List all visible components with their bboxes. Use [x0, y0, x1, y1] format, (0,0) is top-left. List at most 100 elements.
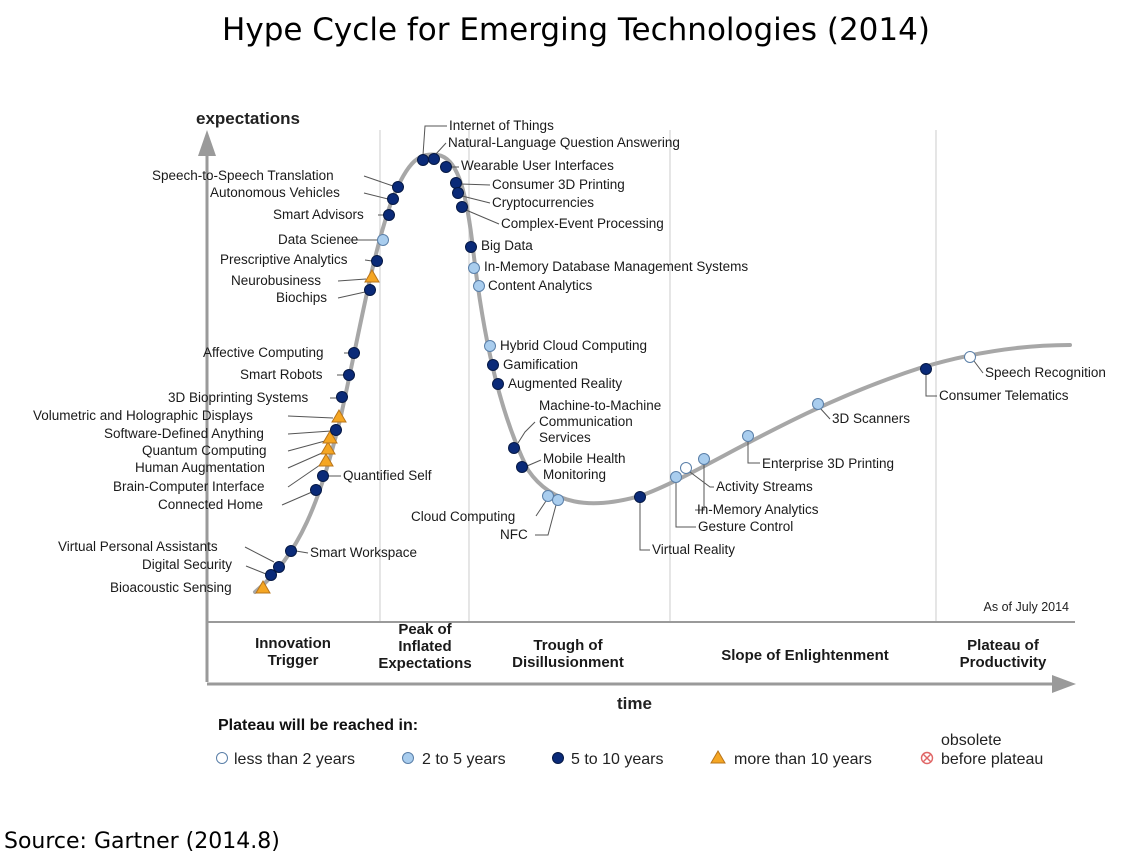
phase-slope: Slope of Enlightenment	[721, 647, 889, 664]
leader-mobile-health-monitoring	[526, 459, 542, 467]
marker-in-memory-analytics	[698, 453, 710, 465]
phase-line: Disillusionment	[512, 654, 624, 671]
legend-label-lt2: less than 2 years	[234, 751, 355, 768]
label-big-data: Big Data	[481, 238, 533, 253]
marker-3d-bioprinting-systems	[336, 391, 348, 403]
marker-smart-workspace	[285, 545, 297, 557]
label-connected-home: Connected Home	[158, 497, 263, 512]
marker-brain-computer-interface	[318, 453, 334, 467]
label-bioacoustic-sensing: Bioacoustic Sensing	[110, 580, 232, 595]
marker-affective-computing	[348, 347, 360, 359]
phase-peak: Peak of Inflated Expectations	[378, 621, 471, 672]
marker-biochips	[364, 284, 376, 296]
marker-volumetric-and-holographic-displays	[331, 409, 347, 423]
label-autonomous-vehicles: Autonomous Vehicles	[210, 185, 340, 200]
label-cryptocurrencies: Cryptocurrencies	[492, 195, 594, 210]
marker-wearable-user-interfaces	[440, 161, 452, 173]
label-wearable-user-interfaces: Wearable User Interfaces	[461, 158, 614, 173]
marker-internet-of-things	[417, 154, 429, 166]
leader-human-augmentation	[287, 452, 323, 469]
leader-consumer-3d-printing	[460, 183, 491, 186]
leader-neurobusiness	[337, 278, 367, 282]
legend: Plateau will be reached in: less than 2 …	[216, 717, 1043, 768]
marker-smart-robots	[343, 369, 355, 381]
label-smart-robots: Smart Robots	[240, 367, 323, 382]
marker-bioacoustic-sensing	[255, 580, 271, 594]
marker-quantified-self	[317, 470, 329, 482]
label-content-analytics: Content Analytics	[488, 278, 593, 293]
phase-line: Peak of	[398, 621, 452, 638]
legend-marker-lt2	[216, 752, 228, 764]
marker-human-augmentation	[320, 441, 336, 455]
label-virtual-personal-assistants: Virtual Personal Assistants	[58, 539, 218, 554]
label-speech-recognition: Speech Recognition	[985, 365, 1106, 380]
leader-prescriptive-analytics	[364, 259, 373, 262]
marker-gamification	[487, 359, 499, 371]
label-consumer-3d-printing: Consumer 3D Printing	[492, 177, 625, 192]
marker-connected-home	[310, 484, 322, 496]
marker-machine-to-machine-communication-services	[508, 442, 520, 454]
leader-speech-to-speech-translation	[363, 175, 394, 187]
leader-activity-streams	[689, 471, 714, 488]
label-3d-scanners: 3D Scanners	[832, 411, 910, 426]
x-axis-label: time	[617, 694, 652, 713]
phase-plateau: Plateau of Productivity	[960, 637, 1047, 671]
label-biochips: Biochips	[276, 290, 327, 305]
leader-complex-event-processing	[465, 209, 500, 225]
label-speech-to-speech-translation: Speech-to-Speech Translation	[152, 168, 334, 183]
label-line: Communication	[539, 414, 633, 429]
marker-speech-to-speech-translation	[392, 181, 404, 193]
marker-complex-event-processing	[456, 201, 468, 213]
label-3d-bioprinting-systems: 3D Bioprinting Systems	[168, 390, 309, 405]
marker-cloud-computing	[542, 490, 554, 502]
label-gamification: Gamification	[503, 357, 578, 372]
label-neurobusiness: Neurobusiness	[231, 273, 321, 288]
phase-innovation: Innovation Trigger	[255, 635, 331, 669]
label-cloud-computing: Cloud Computing	[411, 509, 515, 524]
label-activity-streams: Activity Streams	[716, 479, 813, 494]
leader-software-defined-anything	[287, 430, 332, 435]
marker-digital-security	[265, 569, 277, 581]
leader-cryptocurrencies	[461, 195, 491, 204]
label-line: Machine-to-Machine	[539, 398, 661, 413]
legend-title: Plateau will be reached in:	[218, 717, 418, 734]
y-axis-label: expectations	[196, 109, 300, 128]
marker-gesture-control	[670, 471, 682, 483]
marker-mobile-health-monitoring	[516, 461, 528, 473]
legend-label-line: obsolete	[941, 732, 1002, 749]
marker-autonomous-vehicles	[387, 193, 399, 205]
label-digital-security: Digital Security	[142, 557, 232, 572]
marker-quantum-computing	[322, 430, 338, 444]
leader-volumetric-and-holographic-displays	[287, 415, 334, 419]
leader-enterprise-3d-printing	[747, 441, 760, 464]
label-smart-workspace: Smart Workspace	[310, 545, 417, 560]
leader-gesture-control	[675, 482, 696, 528]
legend-marker-2to5	[402, 752, 414, 764]
label-augmented-reality: Augmented Reality	[508, 376, 622, 391]
phase-line: Slope of Enlightenment	[721, 647, 889, 664]
label-nfc: NFC	[500, 527, 528, 542]
legend-label-2to5: 2 to 5 years	[422, 751, 506, 768]
label-machine-to-machine-communication-services: Machine-to-Machine Communication Services	[539, 398, 661, 445]
legend-marker-gt10	[710, 750, 726, 764]
leader-consumer-telematics	[925, 374, 937, 397]
label-gesture-control: Gesture Control	[698, 519, 793, 534]
marker-augmented-reality	[492, 378, 504, 390]
marker-data-science	[377, 234, 389, 246]
marker-neurobusiness	[364, 269, 380, 283]
label-consumer-telematics: Consumer Telematics	[939, 388, 1069, 403]
marker-virtual-personal-assistants	[273, 561, 285, 573]
label-line: Services	[539, 430, 591, 445]
legend-label-5to10: 5 to 10 years	[571, 751, 664, 768]
marker-big-data	[465, 241, 477, 253]
marker-activity-streams	[680, 462, 692, 474]
marker-3d-scanners	[812, 398, 824, 410]
legend-marker-obsolete	[920, 751, 934, 765]
phase-line: Trough of	[533, 637, 603, 654]
marker-natural-language-question-answering	[428, 153, 440, 165]
phase-trough: Trough of Disillusionment	[512, 637, 624, 671]
label-brain-computer-interface: Brain-Computer Interface	[113, 479, 265, 494]
as-of-note: As of July 2014	[984, 600, 1070, 614]
label-quantum-computing: Quantum Computing	[142, 443, 267, 458]
marker-content-analytics	[473, 280, 485, 292]
